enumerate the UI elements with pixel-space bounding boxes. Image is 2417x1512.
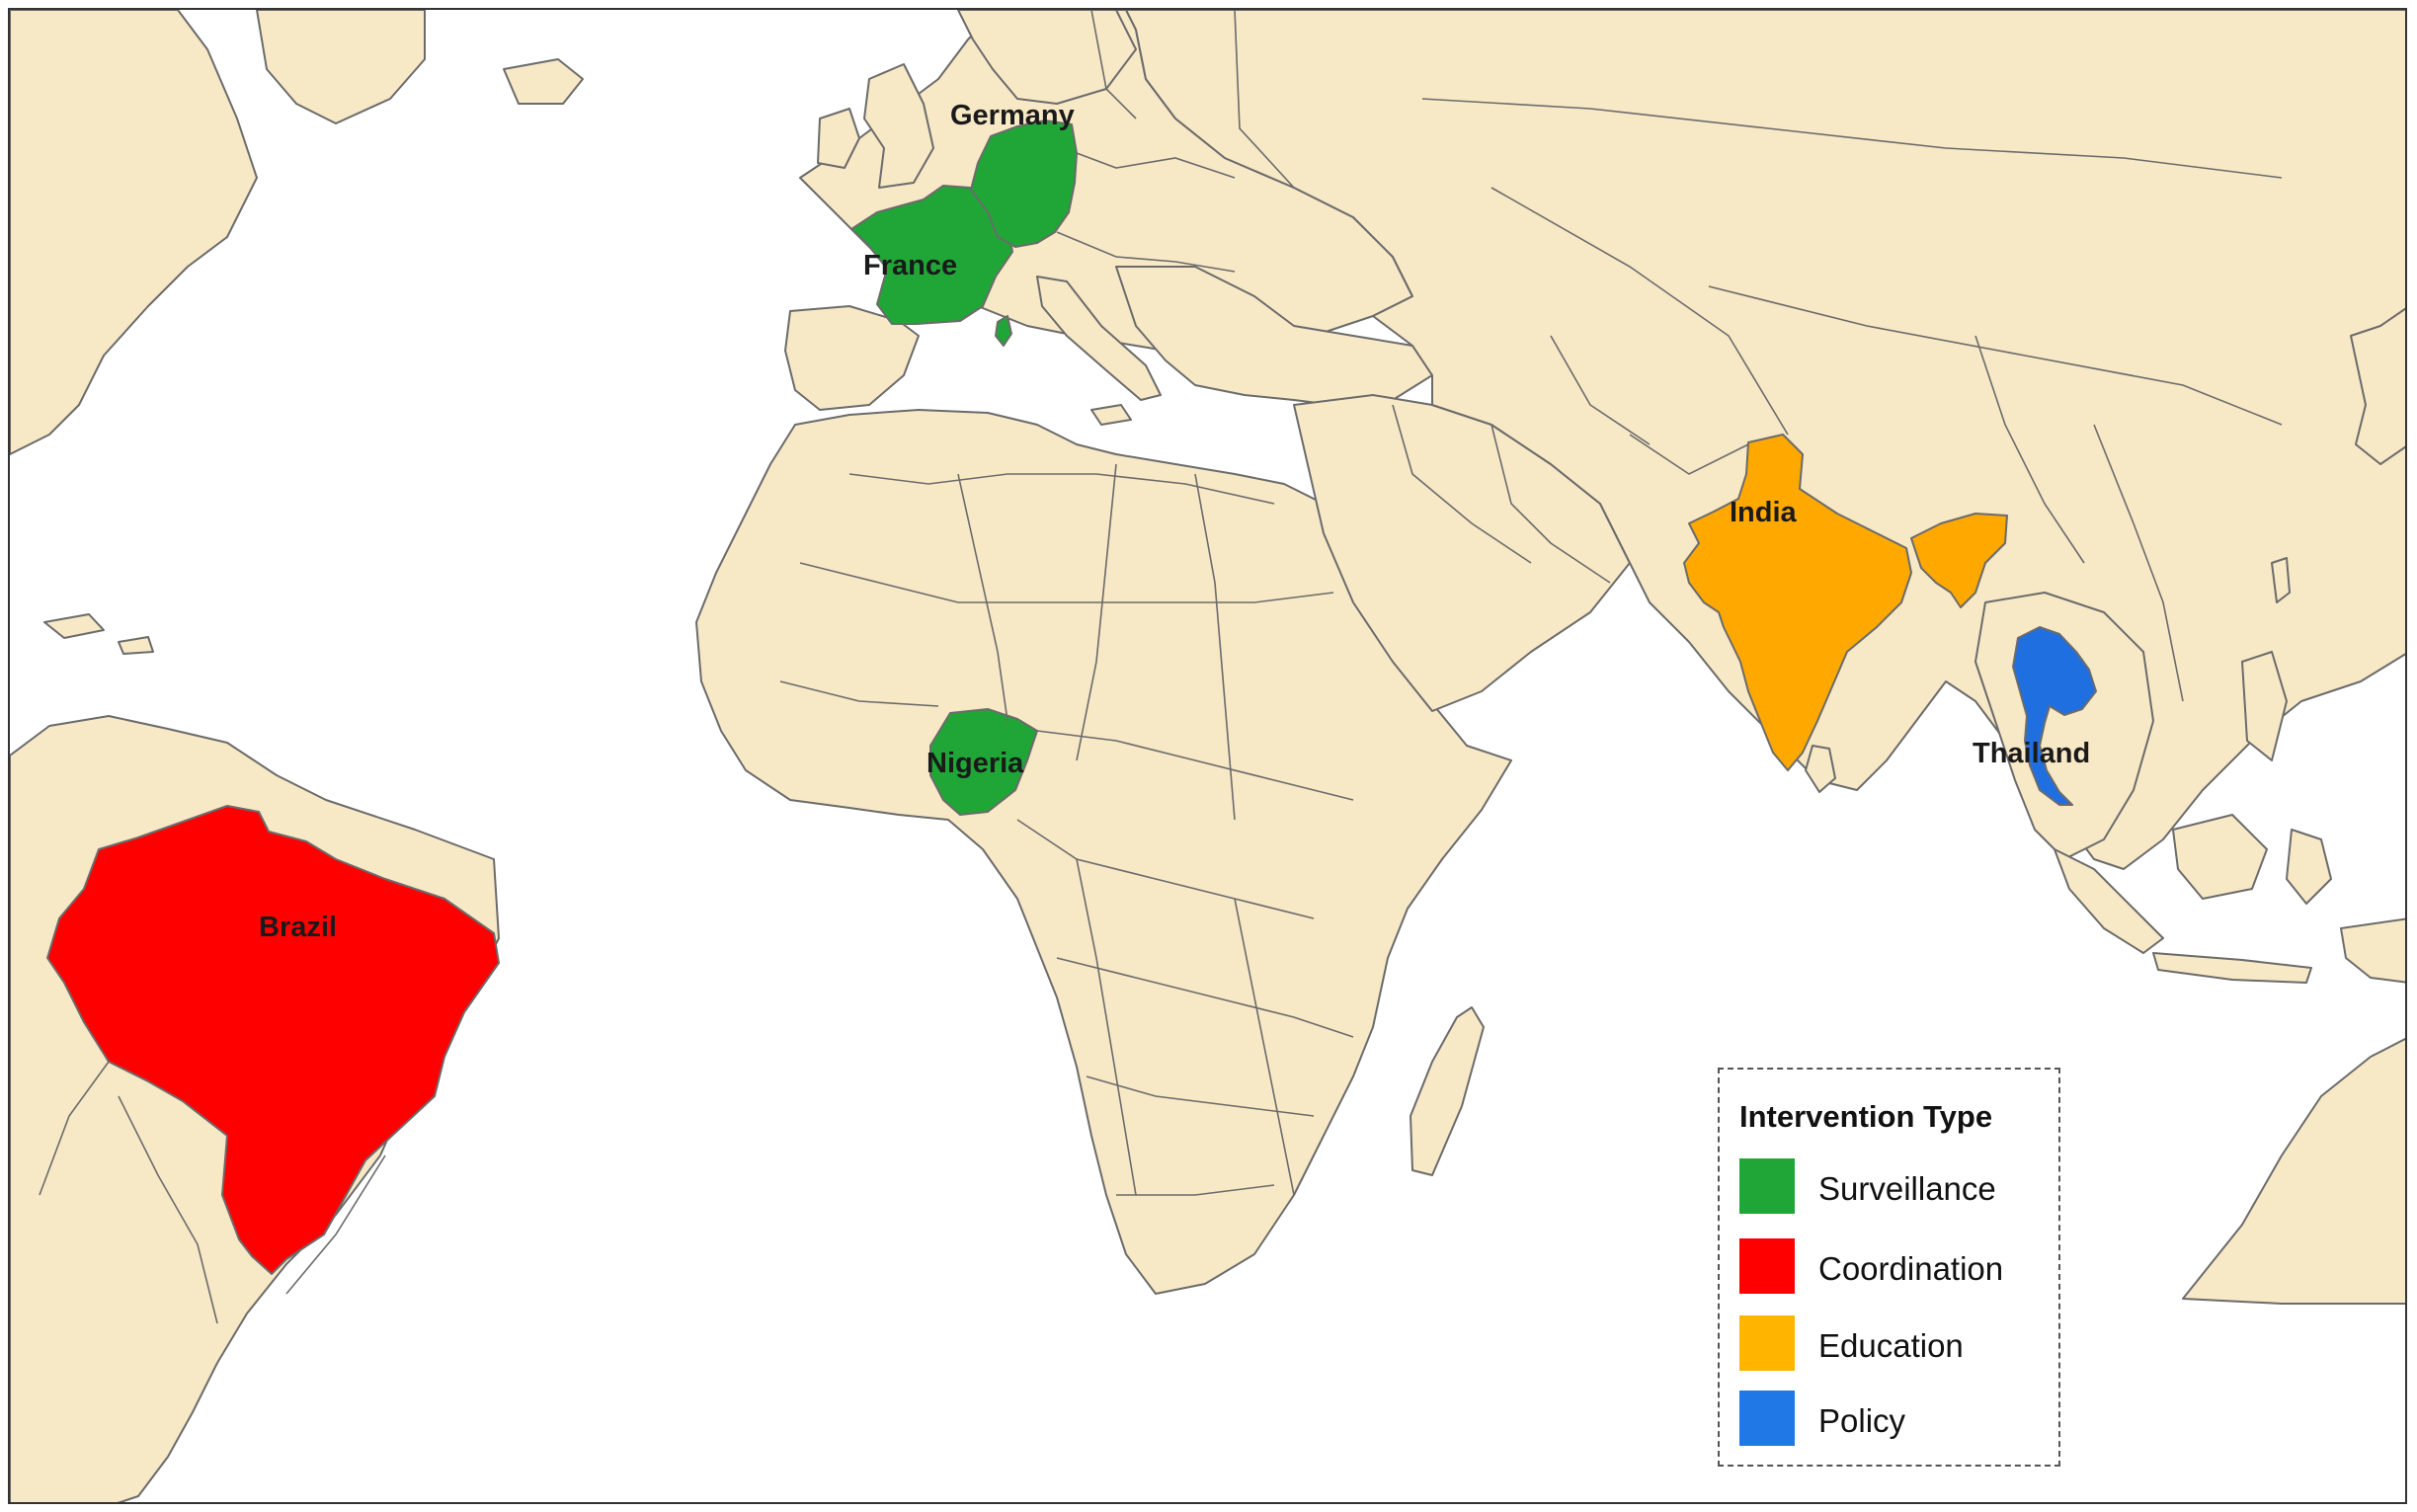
country-thailand xyxy=(2012,626,2097,806)
label-thailand: Thailand xyxy=(1973,738,2090,769)
legend-swatch-policy xyxy=(1739,1391,1795,1446)
italy-landmass xyxy=(1036,276,1162,401)
country-india xyxy=(1683,434,1912,771)
country-borders xyxy=(39,10,2283,1324)
legend-swatch-education xyxy=(1739,1315,1795,1371)
java-landmass xyxy=(2152,952,2312,984)
legend-swatch-surveillance xyxy=(1739,1158,1795,1214)
sulawesi-landmass xyxy=(2286,829,2332,905)
australia-landmass xyxy=(2182,1037,2405,1305)
label-india: India xyxy=(1730,497,1798,528)
world-map: Germany France Nigeria Brazil India Thai… xyxy=(10,10,2405,1502)
country-germany xyxy=(970,119,1078,248)
legend-title: Intervention Type xyxy=(1739,1099,1993,1134)
greenland-landmass xyxy=(256,10,426,124)
country-france xyxy=(850,185,1013,325)
caribbean-island xyxy=(118,636,154,655)
caribbean-island xyxy=(43,613,105,639)
label-nigeria: Nigeria xyxy=(927,748,1024,779)
new-guinea-landmass xyxy=(2340,917,2405,984)
legend: Intervention Type Surveillance Coordinat… xyxy=(1718,1068,2060,1467)
legend-label-surveillance: Surveillance xyxy=(1818,1170,1996,1207)
iberia-landmass xyxy=(784,305,920,411)
borneo-landmass xyxy=(2172,814,2268,900)
country-brazil xyxy=(46,805,500,1275)
sri-lanka-landmass xyxy=(1805,745,1836,793)
label-france: France xyxy=(863,250,957,281)
north-america-landmass xyxy=(10,10,258,455)
legend-item-policy: Policy xyxy=(1739,1391,2046,1446)
legend-label-coordination: Coordination xyxy=(1818,1250,2004,1287)
country-france-corsica xyxy=(995,315,1012,347)
map-frame: Germany France Nigeria Brazil India Thai… xyxy=(8,8,2407,1504)
label-germany: Germany xyxy=(950,100,1075,131)
label-brazil: Brazil xyxy=(259,912,337,943)
sicily-landmass xyxy=(1090,404,1132,426)
philippines-landmass xyxy=(2241,651,2288,761)
ireland-landmass xyxy=(817,108,860,169)
country-nigeria xyxy=(929,708,1038,816)
scandinavia-landmass xyxy=(957,10,1137,105)
country-india-northeast xyxy=(1910,513,2008,608)
iceland-landmass xyxy=(503,58,584,105)
sumatra-landmass xyxy=(2054,848,2164,954)
japan-landmass xyxy=(2350,307,2405,465)
legend-label-education: Education xyxy=(1818,1327,1964,1364)
madagascar-landmass xyxy=(1410,1006,1485,1176)
legend-item-surveillance: Surveillance xyxy=(1739,1158,2046,1214)
legend-swatch-coordination xyxy=(1739,1238,1795,1294)
legend-label-policy: Policy xyxy=(1818,1402,1906,1439)
legend-item-education: Education xyxy=(1739,1315,2046,1371)
taiwan-landmass xyxy=(2271,557,2291,603)
great-britain-landmass xyxy=(863,63,934,189)
legend-item-coordination: Coordination xyxy=(1739,1238,2046,1294)
